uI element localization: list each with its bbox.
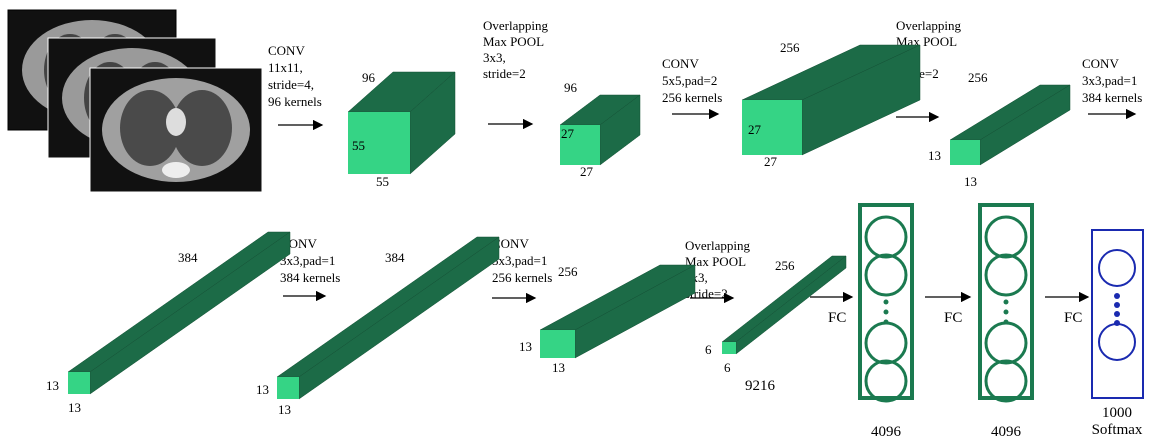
operation-label: 11x11, [268,60,303,75]
fc-size: 4096 [991,424,1022,440]
operation-label: stride=4, [268,77,314,92]
block-depth: 256 [968,70,988,85]
neuron [984,253,1028,297]
block-height: 13 [46,378,59,393]
ellipsis-dot [1114,311,1120,317]
block-depth: 96 [362,70,376,85]
ellipsis-dot [1114,293,1120,299]
ellipsis-dot [883,309,889,315]
fc-layer [858,203,914,400]
block-width: 27 [580,164,594,179]
block-depth: 384 [178,250,198,265]
operation-label: CONV [492,236,529,251]
block-front [68,372,90,394]
block-height: 27 [748,122,762,137]
operation-label: 256 kernels [662,90,722,105]
neuron [864,321,908,365]
block-width: 27 [764,154,778,169]
operation-label: 384 kernels [280,270,340,285]
operation-label: Overlapping [896,18,961,33]
ellipsis-dot [1003,309,1009,315]
operation-label: 384 kernels [1082,90,1142,105]
ellipsis-dot [1003,299,1009,305]
fc-size: 4096 [871,424,902,440]
ellipsis-dot [1114,302,1120,308]
block-depth: 96 [564,80,578,95]
operation-label: CONV [662,56,699,71]
operation-label: Overlapping [685,238,750,253]
softmax-layer [1091,229,1144,399]
ct-images [7,9,263,193]
operation-label: 3x3,pad=1 [280,253,335,268]
block-width: 13 [552,360,565,375]
operation-label: Max POOL [483,34,544,49]
block-width: 55 [376,174,389,189]
fc-label: FC [944,310,962,326]
operation-label: stride=2 [685,286,728,301]
operation-label: Overlapping [483,18,548,33]
neuron [984,359,1028,403]
block-depth: 256 [775,258,795,273]
block-width: 13 [964,174,977,189]
operation-label: CONV [1082,56,1119,71]
ellipsis-dot [883,319,889,325]
block-height: 13 [928,148,941,163]
block-depth: 256 [780,40,800,55]
block-width: 13 [278,402,291,417]
block-front [722,342,736,354]
block-front [540,330,575,358]
block-height: 27 [561,126,575,141]
neuron [1098,249,1136,287]
block-height: 13 [256,382,269,397]
operation-label: 3x3,pad=1 [492,253,547,268]
neuron [864,215,908,259]
operation-label: 256 kernels [492,270,552,285]
fc-size: 1000 [1102,405,1132,421]
ellipsis-dot [1003,319,1009,325]
block-front [950,140,980,165]
block-height: 55 [352,138,365,153]
block-width: 6 [724,360,731,375]
ellipsis-dot [1114,320,1120,326]
fc-sublabel: Softmax [1092,422,1143,438]
fc-layer [978,203,1034,400]
operation-label: Max POOL [685,254,746,269]
operation-label: 5x5,pad=2 [662,73,717,88]
neuron [984,215,1028,259]
operation-label: 3x3,pad=1 [1082,73,1137,88]
block-height: 6 [705,342,712,357]
block-front [560,125,600,165]
block-height: 13 [519,339,532,354]
block-depth: 256 [558,264,578,279]
operation-label: 96 kernels [268,94,322,109]
operation-label: stride=2 [483,66,526,81]
block-front [742,100,802,155]
flatten-label: 9216 [745,378,776,394]
block-depth: 384 [385,250,405,265]
neuron [864,359,908,403]
ellipsis-dot [883,299,889,305]
fc-label: FC [828,310,846,326]
block-front [348,112,410,174]
neuron [864,253,908,297]
operation-label: 3x3, [483,50,506,65]
block-width: 13 [68,400,81,415]
fc-label: FC [1064,310,1082,326]
block-front [277,377,299,399]
neuron [1098,323,1136,361]
operation-label: CONV [268,43,305,58]
neuron [984,321,1028,365]
